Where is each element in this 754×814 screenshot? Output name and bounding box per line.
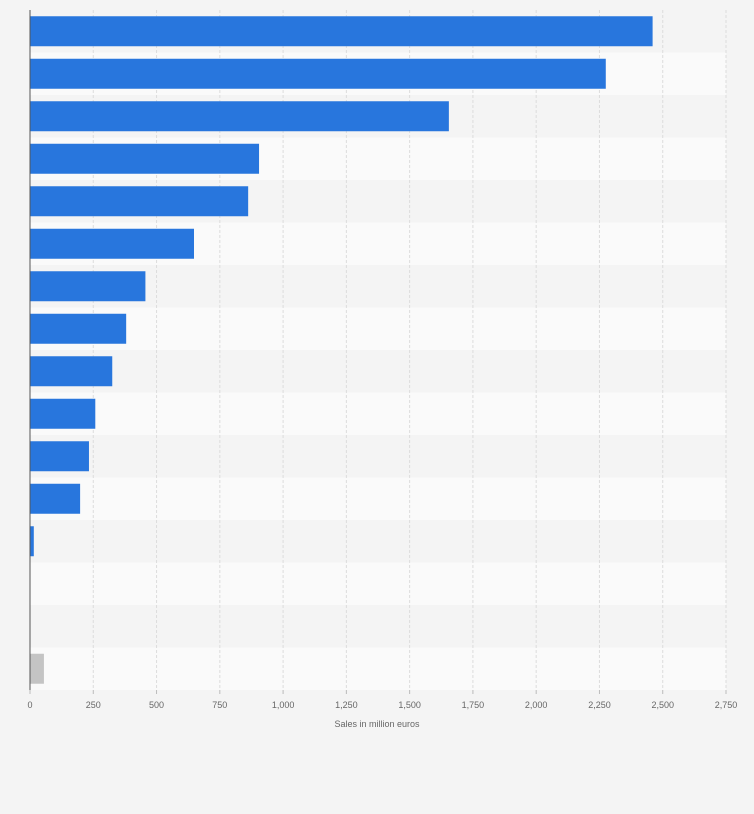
x-tick-label: 1,750 [462,700,485,710]
x-axis-label: Sales in million euros [334,719,420,729]
bar-8[interactable] [30,313,127,344]
x-tick-label: 2,500 [651,700,674,710]
x-tick-label: 1,500 [398,700,421,710]
x-tick-label: 2,000 [525,700,548,710]
gridlines [92,10,727,690]
row-band [30,520,726,563]
bar-11[interactable] [30,441,89,472]
row-band [30,265,726,308]
bar-5[interactable] [30,186,249,217]
x-tick-label: 0 [27,700,32,710]
x-tick-label: 750 [212,700,227,710]
x-tick-label: 1,000 [272,700,295,710]
row-band [30,392,726,435]
bar-12[interactable] [30,483,81,514]
row-band [30,477,726,520]
bar-1[interactable] [30,16,653,47]
bar-2[interactable] [30,58,606,89]
row-band [30,605,726,648]
row-band [30,307,726,350]
bar-10[interactable] [30,398,96,429]
row-band [30,350,726,393]
bar-7[interactable] [30,271,146,302]
x-tick-labels: 0 250 500 750 1,000 1,250 1,500 1,750 2,000 2,250… [27,690,737,710]
x-tick-label: 2,750 [715,700,738,710]
x-tick-label: 250 [86,700,101,710]
bar-3[interactable] [30,101,449,132]
bar-16[interactable] [30,653,44,684]
bar-13[interactable] [30,526,34,557]
x-tick-label: 500 [149,700,164,710]
row-band [30,647,726,690]
bar-9[interactable] [30,356,113,387]
row-band [30,562,726,605]
bar-4[interactable] [30,143,260,174]
x-tick-label: 2,250 [588,700,611,710]
bars [30,16,653,684]
row-band [30,435,726,478]
x-tick-label: 1,250 [335,700,358,710]
bar-6[interactable] [30,228,195,259]
